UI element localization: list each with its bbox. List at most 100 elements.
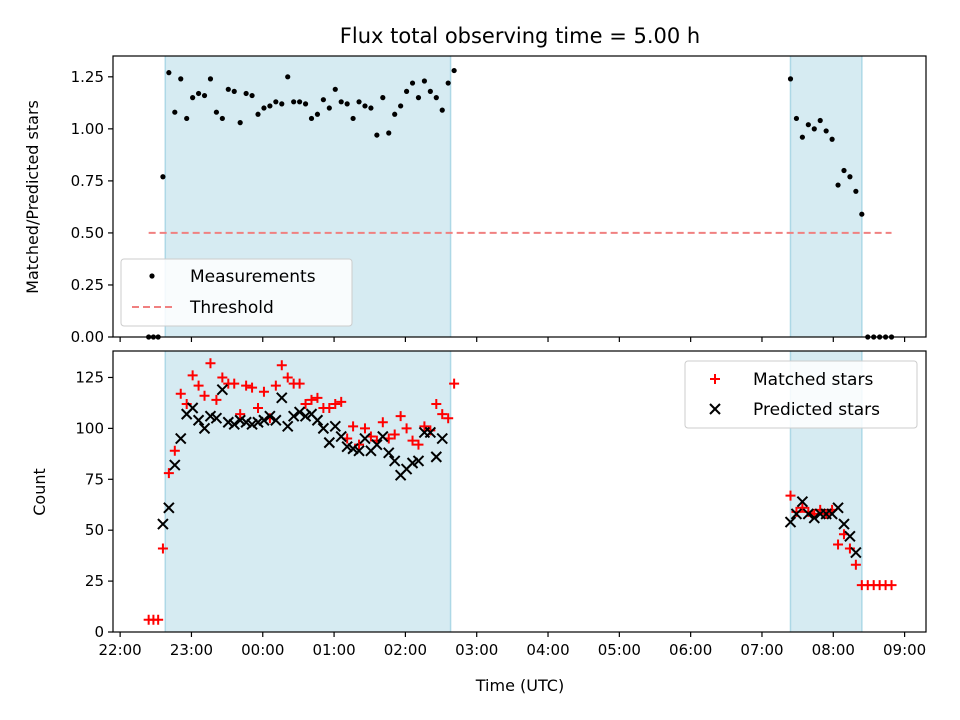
x-tick-label: 06:00 [669,641,712,659]
predicted-stars-point [157,518,169,530]
top-axes-frame [112,55,927,338]
matched-stars-point [157,543,168,554]
predicted-stars-point [424,426,437,439]
bottom-series [143,358,897,625]
legend-marker-predicted [709,403,721,415]
measurements-point [261,105,267,111]
measurements-point [279,101,285,107]
y-tick-label: 0.25 [71,276,104,294]
y-tick-label: 0 [94,623,104,641]
matched-stars-point [785,490,796,501]
bottom-y-axis-label: Count [30,468,49,516]
predicted-stars-point [430,451,443,463]
y-tick-label: 0.75 [71,172,104,190]
x-tick-label: 04:00 [526,641,569,659]
predicted-stars-point [287,410,300,422]
legend-label-predicted: Predicted stars [753,400,880,420]
predicted-stars-point [192,414,205,426]
legend-label-matched: Matched stars [753,370,873,390]
measurements-point [166,70,172,76]
measurements-point [350,115,356,122]
matched-stars-point [169,445,180,456]
x-axis-label: Time (UTC) [475,676,564,695]
measurements-point [374,132,380,138]
measurements-point [392,111,398,117]
predicted-stars-point [276,392,288,404]
predicted-stars-point [838,518,850,530]
measurements-point [172,109,178,115]
predicted-stars-point [293,406,306,418]
measurements-point [237,120,243,126]
predicted-stars-point [388,455,401,467]
matched-stars-point [844,543,855,554]
x-tick-label: 22:00 [99,641,142,659]
matched-stars-point [431,398,442,409]
top-x-ticks [119,337,906,342]
measurements-point [308,115,315,122]
measurements-point [332,86,338,92]
measurements-point [793,115,800,122]
predicted-stars-point [169,459,181,471]
bottom-legend: Matched stars Predicted stars [684,360,918,429]
measurements-point [386,130,392,136]
measurements-point [273,99,279,105]
predicted-stars-point [210,412,223,424]
matched-stars-point [181,398,192,409]
measurements-point [787,76,794,82]
predicted-stars-point [784,516,797,528]
matched-stars-point [258,386,269,397]
measurements-point [445,80,451,86]
legend-marker-matched [710,374,720,384]
measurements-point [195,90,202,97]
top-legend: Measurements Threshold [120,258,353,327]
measurements-point [817,117,823,124]
predicted-stars-point [412,455,425,467]
x-tick-label: 07:00 [740,641,783,659]
matched-stars-point [175,388,186,399]
y-tick-label: 25 [85,572,104,590]
measurements-point [433,95,439,101]
measurements-point [225,86,231,92]
predicted-stars-point [270,414,282,426]
x-tick-label: 05:00 [598,641,641,659]
bottom-panel: 0 25 50 75 100 125 22:00 23:00 00:00 01:00 02:00 0… [30,350,927,695]
bottom-axes-frame [112,350,927,633]
predicted-stars-point [175,432,187,445]
predicted-stars-point [796,495,809,508]
predicted-stars-point [329,420,341,433]
predicted-stars-point [377,430,389,443]
measurements-point [255,111,261,117]
measurements-point [805,122,811,128]
matched-stars-point [395,411,406,422]
measurements-point [231,88,237,94]
measurements-point [249,92,255,99]
x-tick-label: 02:00 [384,641,427,659]
measurements-point [841,167,847,174]
measurements-point [184,115,190,122]
measurements-point [320,97,326,103]
matched-stars-point [211,394,222,405]
x-tick-label: 23:00 [170,641,213,659]
matched-stars-point [312,392,323,403]
predicted-stars-point [383,447,395,459]
top-y-ticks: 0.00 0.25 0.50 0.75 1.00 1.25 [71,68,113,346]
predicted-stars-point [323,436,336,449]
measurements-point [297,99,303,105]
matched-stars-point [797,502,808,513]
matched-stars-point [229,378,240,389]
matched-stars-point [449,378,460,389]
measurements-point [439,107,445,113]
matched-stars-point [187,370,198,381]
measurements-point [207,76,214,82]
matched-stars-point [389,429,400,440]
matched-stars-point [217,372,228,383]
matched-stars-point [336,396,347,407]
measurements-point [398,103,404,109]
measurements-point [368,105,374,111]
bottom-legend-box [684,360,918,429]
measurements-point [421,78,428,84]
measurements-point [799,134,805,140]
y-tick-label: 50 [85,521,104,539]
matched-stars-point [153,614,164,625]
